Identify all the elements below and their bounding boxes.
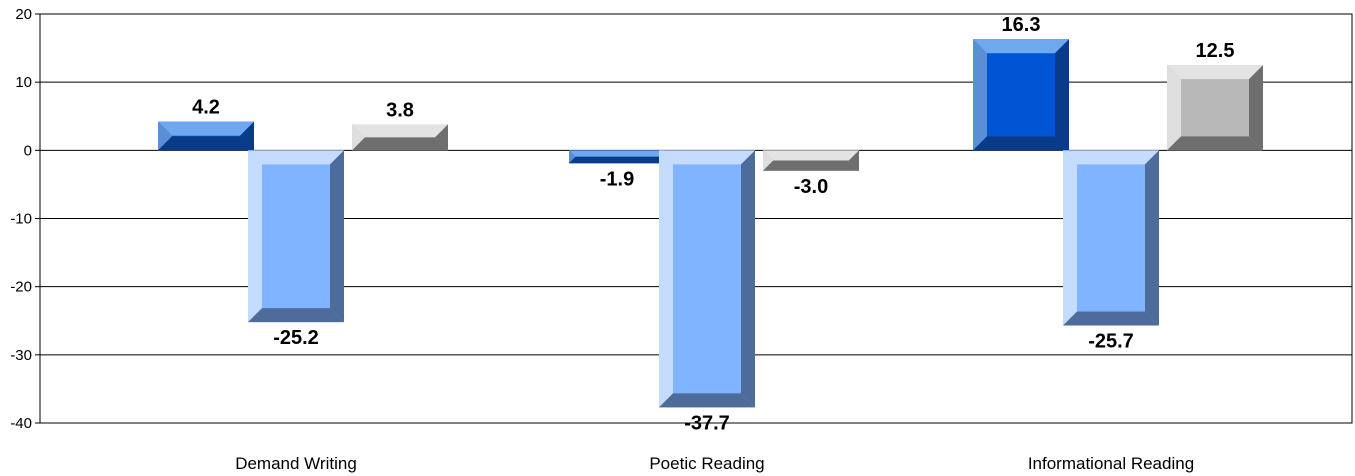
bar: [569, 150, 665, 164]
bar: [763, 150, 859, 171]
data-label: 16.3: [1002, 14, 1041, 36]
data-label: 4.2: [192, 97, 220, 119]
data-label: 3.8: [386, 99, 414, 121]
y-tick-label: 0: [24, 142, 32, 159]
data-labels: 4.2 -1.9 16.3 -25.2 -37.7 -25.7 3.8 -3.0 12.5: [192, 14, 1234, 434]
data-label: -25.2: [273, 327, 319, 349]
bar: [659, 150, 755, 408]
axes: 20 10 0 -10 -20 -30 -40 Demand Writing Poetic Re…: [10, 6, 1353, 473]
bar: [248, 150, 344, 323]
bar: [1063, 150, 1159, 326]
y-tick-label: -40: [10, 415, 32, 432]
bar: [158, 121, 254, 151]
y-tick-label: 20: [15, 6, 32, 23]
x-category-label: Demand Writing: [235, 454, 357, 473]
data-label: -25.7: [1088, 331, 1134, 353]
data-label: -3.0: [794, 176, 828, 198]
y-tick-label: -30: [10, 347, 32, 364]
y-tick-label: -10: [10, 211, 32, 228]
plot-border: [39, 13, 1353, 424]
bar: [352, 124, 448, 151]
data-label: 12.5: [1196, 40, 1235, 62]
x-category-label: Poetic Reading: [649, 454, 764, 473]
y-tick-label: 10: [15, 74, 32, 91]
x-category-label: Informational Reading: [1028, 454, 1194, 473]
bar: [973, 39, 1069, 151]
data-label: -1.9: [600, 168, 634, 190]
y-tick-label: -20: [10, 279, 32, 296]
bar: [1167, 65, 1263, 151]
data-label: -37.7: [684, 412, 730, 434]
bars: [158, 39, 1263, 408]
